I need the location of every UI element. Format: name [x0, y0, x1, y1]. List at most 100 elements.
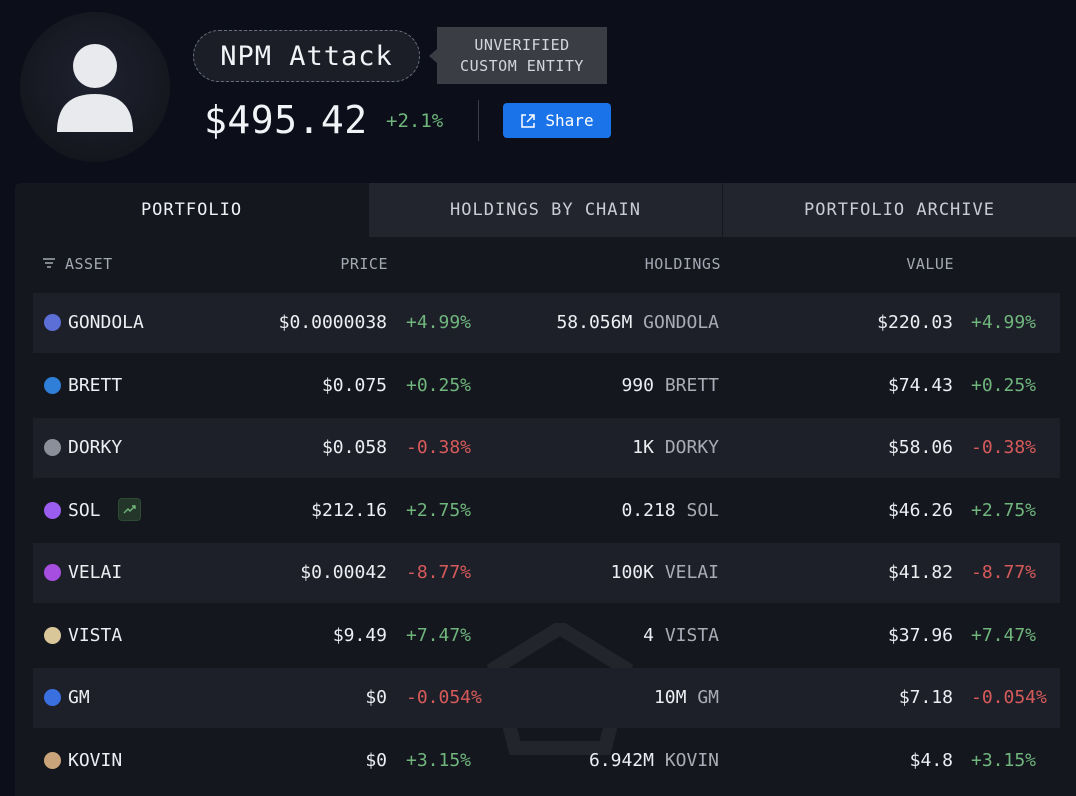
- holdings-quantity: 990: [621, 374, 654, 396]
- asset-price: $212.16: [311, 499, 387, 521]
- table-row[interactable]: VISTA $9.49 +7.47% 4 VISTA $37.96 +7.47%: [33, 606, 1060, 666]
- price-change: +4.99%: [406, 312, 472, 333]
- header-value[interactable]: VALUE: [906, 255, 954, 273]
- value-change: -8.77%: [971, 562, 1037, 583]
- price-change: -0.38%: [406, 437, 472, 458]
- external-link-icon: [521, 113, 536, 128]
- holdings-amount: 1K DORKY: [632, 437, 719, 458]
- portfolio-panel: PORTFOLIO HOLDINGS BY CHAIN PORTFOLIO AR…: [15, 183, 1076, 796]
- tab-portfolio[interactable]: PORTFOLIO: [15, 183, 368, 237]
- holdings-amount: 990 BRETT: [621, 375, 719, 396]
- asset-table: GONDOLA $0.0000038 +4.99% 58.056M GONDOL…: [33, 293, 1060, 793]
- value-change: +0.25%: [971, 374, 1037, 396]
- asset-value: $4.8: [909, 749, 953, 771]
- holdings-amount: 6.942M KOVIN: [589, 750, 719, 771]
- value-change: +7.47%: [971, 624, 1037, 646]
- tab-holdings-by-chain[interactable]: HOLDINGS BY CHAIN: [368, 183, 722, 237]
- holdings-amount: 10M GM: [654, 687, 719, 708]
- header-divider: [478, 100, 479, 141]
- watermark-logo-icon: [486, 623, 634, 755]
- holdings-quantity: 6.942M: [588, 749, 654, 771]
- holdings-unit: VISTA: [664, 624, 719, 646]
- asset-name[interactable]: KOVIN: [68, 749, 123, 771]
- tab-portfolio-archive[interactable]: PORTFOLIO ARCHIVE: [722, 183, 1076, 237]
- price-change: -8.77%: [406, 562, 472, 583]
- header-holdings[interactable]: HOLDINGS: [644, 255, 721, 273]
- holdings-unit: SOL: [686, 499, 719, 521]
- table-row[interactable]: BRETT $0.075 +0.25% 990 BRETT $74.43 +0.…: [33, 356, 1060, 416]
- dorky-token-icon: [44, 439, 61, 456]
- asset-name[interactable]: GM: [68, 687, 90, 708]
- share-label: Share: [545, 111, 594, 130]
- value-change: -0.38%: [971, 437, 1037, 458]
- asset-name[interactable]: SOL: [68, 499, 101, 521]
- gondola-token-icon: [44, 314, 61, 331]
- holdings-amount: 58.056M GONDOLA: [556, 312, 719, 333]
- asset-price: $0.0000038: [278, 312, 387, 333]
- asset-name[interactable]: GONDOLA: [68, 312, 144, 333]
- header-asset[interactable]: ASSET: [65, 255, 113, 273]
- asset-name[interactable]: DORKY: [68, 437, 123, 458]
- holdings-unit: DORKY: [664, 437, 719, 458]
- asset-price: $0.00042: [300, 562, 387, 583]
- ethereum-vista-icon: [44, 626, 61, 644]
- value-change: +2.75%: [971, 499, 1037, 521]
- sort-filter-icon[interactable]: [42, 257, 56, 269]
- entity-avatar: [20, 12, 170, 162]
- asset-name[interactable]: VELAI: [68, 562, 123, 583]
- holdings-quantity: 0.218: [621, 499, 676, 521]
- trend-chart-icon[interactable]: [118, 497, 141, 521]
- header-price[interactable]: PRICE: [340, 255, 388, 273]
- kovin-token-icon: [44, 751, 61, 769]
- holdings-unit: BRETT: [664, 374, 719, 396]
- holdings-unit: GM: [697, 687, 719, 708]
- price-change: +7.47%: [406, 624, 472, 646]
- holdings-quantity: 1K: [632, 437, 654, 458]
- user-silhouette-icon: [57, 44, 133, 132]
- holdings-amount: 4 VISTA: [643, 625, 719, 646]
- table-row[interactable]: DORKY $0.058 -0.38% 1K DORKY $58.06 -0.3…: [33, 418, 1060, 478]
- holdings-quantity: 4: [643, 624, 654, 646]
- price-change: +0.25%: [406, 374, 472, 396]
- holdings-amount: 0.218 SOL: [621, 500, 719, 521]
- value-change: +3.15%: [971, 749, 1037, 771]
- table-row[interactable]: GONDOLA $0.0000038 +4.99% 58.056M GONDOL…: [33, 293, 1060, 353]
- asset-name[interactable]: VISTA: [68, 624, 123, 646]
- holdings-unit: GONDOLA: [643, 312, 719, 333]
- table-row[interactable]: SOL $212.16 +2.75% 0.218 SOL $46.26 +2.7…: [33, 481, 1060, 541]
- holdings-quantity: 10M: [653, 687, 687, 708]
- holdings-amount: 100K VELAI: [611, 562, 719, 583]
- table-row[interactable]: VELAI $0.00042 -8.77% 100K VELAI $41.82 …: [33, 543, 1060, 603]
- holdings-unit: VELAI: [664, 562, 719, 583]
- table-row[interactable]: GM $0 -0.054% 10M GM $7.18 -0.054%: [33, 668, 1060, 728]
- asset-value: $220.03: [877, 312, 953, 333]
- asset-value: $41.82: [887, 562, 953, 583]
- entity-name: NPM Attack: [193, 30, 420, 82]
- price-change: +3.15%: [406, 749, 472, 771]
- asset-value: $37.96: [887, 624, 953, 646]
- holdings-quantity: 58.056M: [556, 312, 633, 333]
- holdings-quantity: 100K: [610, 562, 654, 583]
- table-header: ASSET PRICE HOLDINGS VALUE: [15, 237, 1076, 291]
- portfolio-total-change: +2.1%: [386, 110, 444, 132]
- asset-value: $46.26: [887, 499, 953, 521]
- share-button[interactable]: Share: [503, 103, 611, 138]
- solana-token-icon: [44, 501, 61, 519]
- value-change: -0.054%: [971, 687, 1047, 708]
- unverified-badge: UNVERIFIED CUSTOM ENTITY: [429, 27, 607, 84]
- asset-name[interactable]: BRETT: [68, 374, 123, 396]
- portfolio-total-value: $495.42: [204, 98, 368, 142]
- brett-token-icon: [44, 376, 61, 394]
- asset-price: $0: [365, 749, 387, 771]
- asset-value: $58.06: [887, 437, 953, 458]
- asset-price: $0: [365, 687, 387, 708]
- price-change: +2.75%: [406, 499, 472, 521]
- asset-price: $9.49: [332, 624, 387, 646]
- tab-bar: PORTFOLIO HOLDINGS BY CHAIN PORTFOLIO AR…: [15, 183, 1076, 237]
- asset-value: $7.18: [898, 687, 953, 708]
- badge-line2: CUSTOM ENTITY: [460, 56, 584, 75]
- badge-line1: UNVERIFIED: [474, 35, 570, 54]
- asset-value: $74.43: [887, 374, 953, 396]
- velai-token-icon: [44, 564, 61, 581]
- table-row[interactable]: KOVIN $0 +3.15% 6.942M KOVIN $4.8 +3.15%: [33, 731, 1060, 791]
